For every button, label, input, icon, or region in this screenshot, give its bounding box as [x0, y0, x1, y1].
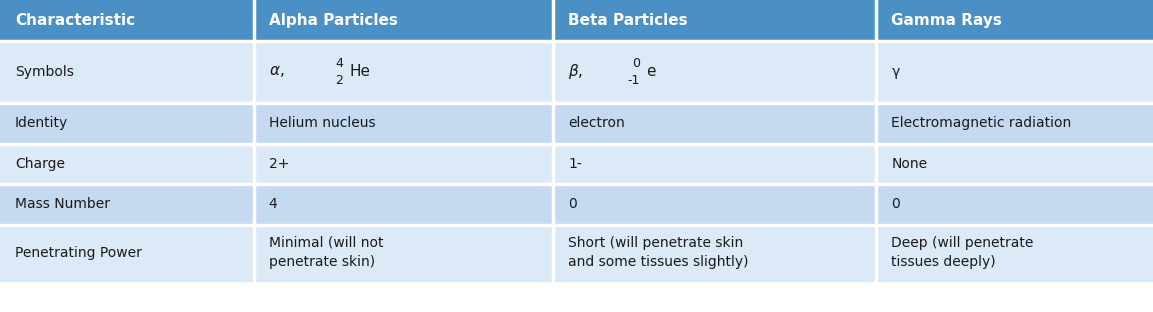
Text: Charge: Charge — [15, 157, 65, 171]
Bar — [876, 225, 1153, 281]
Text: 1-: 1- — [568, 157, 582, 171]
Bar — [553, 225, 876, 281]
Text: Gamma Rays: Gamma Rays — [891, 13, 1002, 28]
Bar — [876, 144, 1153, 184]
Bar — [0, 144, 254, 184]
Bar — [0, 0, 254, 41]
Text: 4: 4 — [336, 56, 344, 70]
Text: Beta Particles: Beta Particles — [568, 13, 688, 28]
Bar — [553, 144, 876, 184]
Text: electron: electron — [568, 116, 625, 130]
Text: Alpha Particles: Alpha Particles — [269, 13, 398, 28]
Text: $\alpha$,: $\alpha$, — [269, 64, 284, 79]
Text: 0: 0 — [568, 197, 578, 211]
Bar — [254, 225, 553, 281]
Bar — [0, 225, 254, 281]
Text: Penetrating Power: Penetrating Power — [15, 246, 142, 260]
Text: Deep (will penetrate
tissues deeply): Deep (will penetrate tissues deeply) — [891, 236, 1033, 270]
Bar — [0, 103, 254, 144]
Text: Identity: Identity — [15, 116, 68, 130]
Text: Symbols: Symbols — [15, 65, 74, 79]
Text: 4: 4 — [269, 197, 278, 211]
Bar — [876, 103, 1153, 144]
Bar — [254, 103, 553, 144]
Text: He: He — [349, 64, 370, 79]
Text: 0: 0 — [632, 56, 640, 70]
Text: 0: 0 — [891, 197, 900, 211]
Text: Mass Number: Mass Number — [15, 197, 110, 211]
Bar — [254, 41, 553, 103]
Text: Minimal (will not
penetrate skin): Minimal (will not penetrate skin) — [269, 236, 383, 270]
Bar — [254, 0, 553, 41]
Text: Electromagnetic radiation: Electromagnetic radiation — [891, 116, 1071, 130]
Bar — [254, 144, 553, 184]
Bar — [0, 41, 254, 103]
Text: None: None — [891, 157, 927, 171]
Text: γ: γ — [891, 65, 899, 79]
Bar — [876, 41, 1153, 103]
Bar — [876, 184, 1153, 225]
Text: Short (will penetrate skin
and some tissues slightly): Short (will penetrate skin and some tiss… — [568, 236, 749, 270]
Bar — [553, 41, 876, 103]
Bar — [553, 184, 876, 225]
Bar — [876, 0, 1153, 41]
Bar — [0, 184, 254, 225]
Text: Helium nucleus: Helium nucleus — [269, 116, 375, 130]
Text: Characteristic: Characteristic — [15, 13, 135, 28]
Bar — [553, 103, 876, 144]
Text: $\beta$,: $\beta$, — [568, 62, 583, 81]
Bar — [254, 184, 553, 225]
Text: e: e — [646, 64, 655, 79]
Text: -1: -1 — [627, 74, 640, 87]
Text: 2+: 2+ — [269, 157, 289, 171]
Bar — [553, 0, 876, 41]
Text: 2: 2 — [336, 74, 344, 87]
